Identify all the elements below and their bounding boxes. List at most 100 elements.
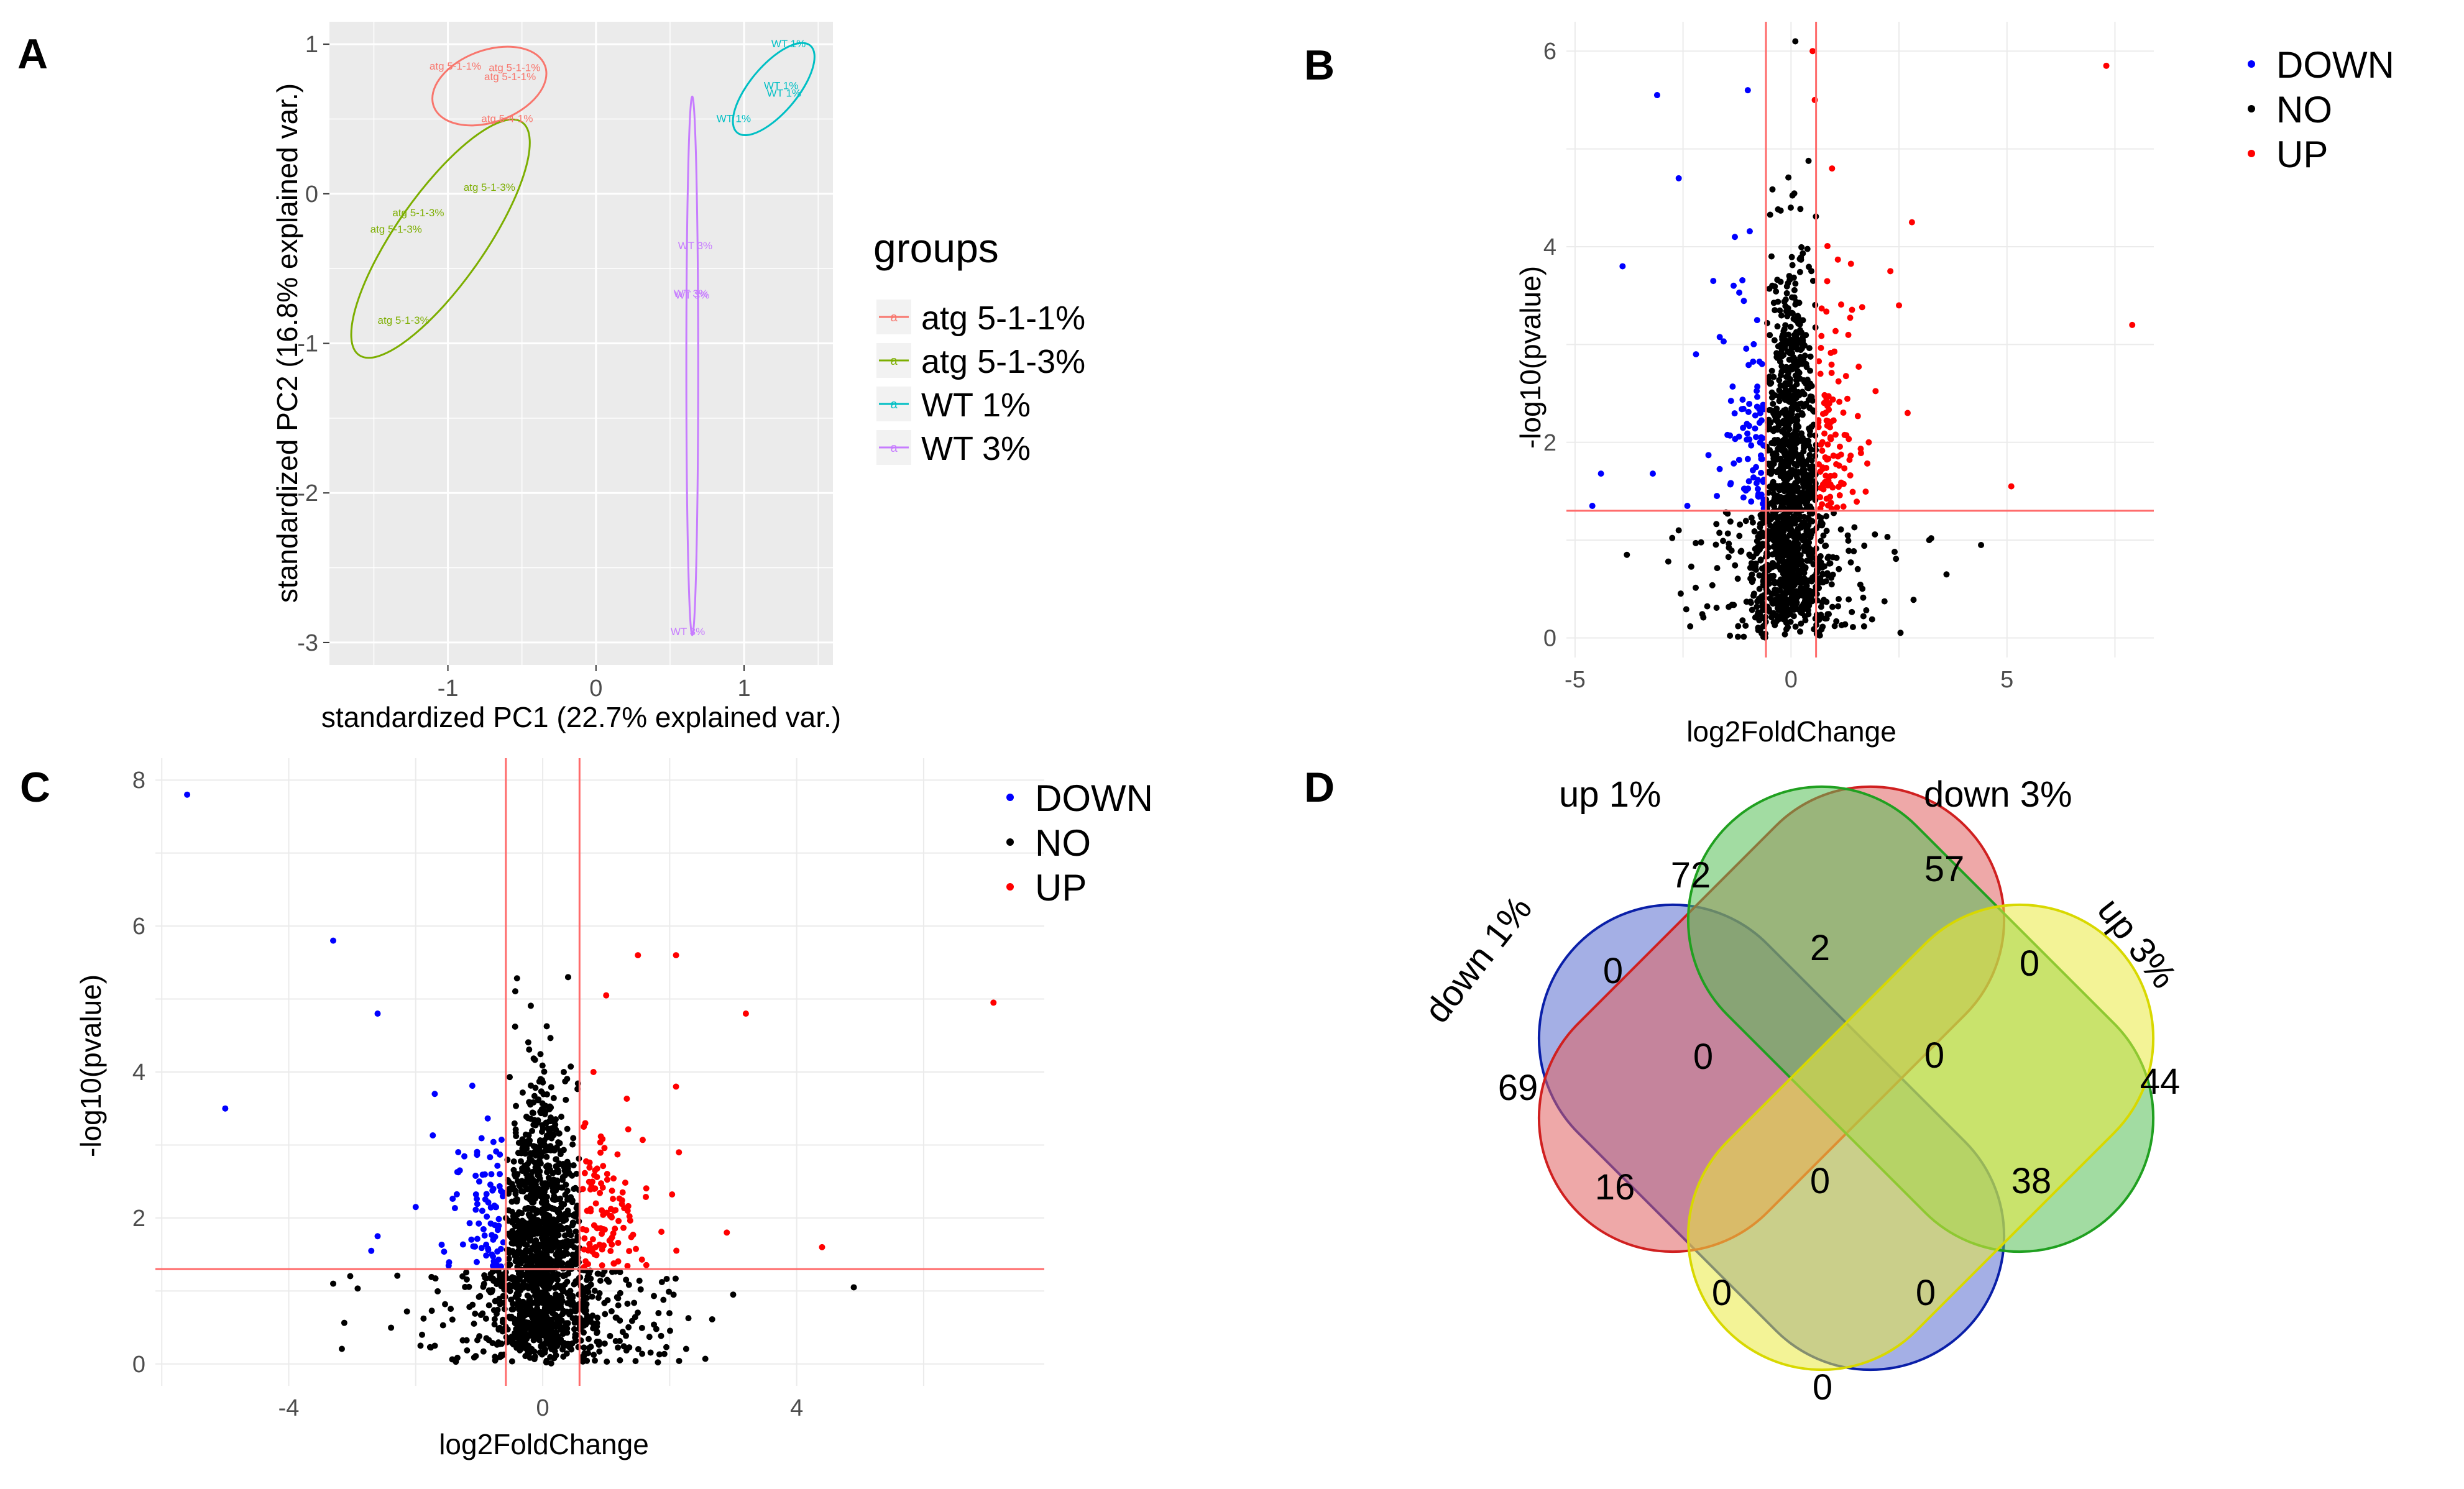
- vc-point-no: [543, 1023, 550, 1030]
- vb-point-no: [1757, 557, 1764, 564]
- vb-point-up: [1824, 502, 1831, 509]
- vc-point-no: [560, 1308, 567, 1314]
- vb-point-up: [1827, 493, 1834, 500]
- panel-letter-d: D: [1304, 764, 1335, 811]
- vc-point-up: [638, 1256, 645, 1263]
- vb-point-no: [1818, 626, 1825, 633]
- vc-point-down: [497, 1151, 503, 1158]
- vc-point-no: [557, 1301, 564, 1308]
- vc-point-up: [610, 1175, 617, 1182]
- vc-point-no: [553, 1156, 559, 1163]
- vc-point-no: [548, 1145, 555, 1152]
- vc-point-no: [564, 974, 571, 981]
- vb-point-down: [1745, 408, 1752, 415]
- vb-point-no: [1796, 574, 1803, 580]
- vb-point-no: [1780, 548, 1787, 555]
- pca-y-tick-label: -3: [297, 630, 318, 656]
- vc-point-no: [559, 1176, 566, 1183]
- vb-point-no: [1798, 620, 1804, 627]
- vc-point-no: [528, 1274, 535, 1281]
- vc-point-no: [528, 1247, 535, 1253]
- vb-point-no: [1803, 582, 1810, 589]
- vc-point-no: [615, 1344, 622, 1351]
- vb-point-down: [1736, 289, 1743, 296]
- vc-point-no: [543, 1147, 550, 1154]
- vb-point-no: [1796, 327, 1803, 334]
- vb-point-down: [1740, 494, 1747, 501]
- vb-point-up: [1819, 447, 1826, 454]
- pca-x-tick-label: 1: [737, 676, 750, 702]
- vc-point-no: [417, 1342, 424, 1349]
- vc-point-no: [524, 1292, 531, 1299]
- vc-point-no: [566, 1231, 572, 1238]
- vb-point-no: [1781, 589, 1788, 596]
- vc-point-no: [571, 1326, 577, 1332]
- venn-region-count: 69: [1498, 1068, 1538, 1108]
- vc-point-down: [492, 1204, 499, 1211]
- vb-point-up: [1829, 484, 1836, 491]
- vc-point-down: [470, 1243, 477, 1250]
- vc-point-no: [579, 1358, 586, 1365]
- vb-point-up: [1816, 461, 1823, 468]
- vc-point-no: [653, 1326, 660, 1332]
- pca-ellipses: [350, 42, 816, 636]
- vb-point-up: [1819, 410, 1826, 417]
- vb-point-no: [1793, 472, 1800, 479]
- vb-point-no: [1800, 448, 1807, 455]
- vc-point-no: [520, 1256, 527, 1263]
- vb-point-no: [1770, 373, 1777, 380]
- vb-point-no: [1765, 580, 1772, 587]
- vc-point-no: [560, 1354, 567, 1360]
- pca-point-labels: atg 5-1-1% atg 5-1-1%atg 5-1-1%atg 5-4-1%…: [370, 38, 806, 638]
- vc-point-no: [528, 1082, 535, 1089]
- vb-point-no: [1791, 572, 1798, 579]
- vb-point-no: [1792, 548, 1799, 555]
- vc-point-up: [597, 1133, 604, 1140]
- vb-point-no: [1778, 470, 1785, 477]
- vb-point-no: [1806, 405, 1813, 411]
- vb-point-down: [1754, 403, 1760, 410]
- vc-point-no: [540, 1239, 547, 1246]
- vb-point-down: [1744, 430, 1751, 437]
- vb-point-no: [1804, 245, 1811, 252]
- pca-point-label: atg 5-1-1%: [430, 60, 481, 72]
- vb-point-no: [1713, 605, 1720, 612]
- vb-point-no: [1782, 322, 1789, 329]
- vb-point-no: [1807, 353, 1814, 360]
- venn-set-up-3: [1686, 903, 2155, 1372]
- vb-point-no: [1798, 608, 1804, 615]
- vc-point-no: [637, 1286, 644, 1293]
- vc-point-up: [610, 1196, 617, 1203]
- pca-y-tick-label: 1: [305, 32, 318, 58]
- vc-point-no: [625, 1324, 632, 1331]
- vc-point-up: [603, 992, 610, 999]
- vb-legend-label: DOWN: [2276, 44, 2394, 86]
- vc-point-up: [579, 1186, 586, 1193]
- pca-chart: atg 5-1-1% atg 5-1-1%atg 5-1-1%atg 5-4-1%…: [271, 22, 1085, 733]
- vb-point-no: [1797, 552, 1804, 559]
- vb-point-up: [1831, 472, 1838, 479]
- vc-point-no: [564, 1188, 571, 1194]
- vb-point-no: [1798, 410, 1805, 417]
- vb-point-no: [1786, 531, 1793, 538]
- vb-point-no: [1769, 480, 1776, 487]
- vc-point-down: [449, 1195, 456, 1202]
- vb-point-up: [1809, 48, 1816, 55]
- vb-point-up: [1859, 304, 1865, 311]
- vb-point-up: [1836, 443, 1843, 450]
- vc-point-up: [601, 1145, 608, 1152]
- vc-point-no: [485, 1302, 492, 1309]
- vb-point-no: [1798, 244, 1805, 250]
- vc-point-up: [609, 1188, 615, 1194]
- vb-point-no: [1823, 528, 1830, 534]
- vc-point-down: [431, 1091, 438, 1097]
- vb-point-down: [1754, 317, 1760, 324]
- venn-region-count: 0: [1712, 1273, 1732, 1313]
- vc-point-no: [530, 1150, 537, 1157]
- venn-region-count: 0: [1810, 1161, 1830, 1201]
- vb-point-no: [1783, 497, 1790, 503]
- vb-point-no: [1792, 623, 1799, 630]
- vc-point-up: [620, 1224, 627, 1231]
- vb-point-up: [1864, 460, 1871, 467]
- vc-point-no: [559, 1287, 566, 1294]
